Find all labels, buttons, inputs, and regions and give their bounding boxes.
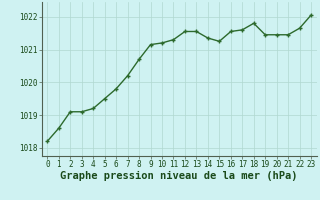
X-axis label: Graphe pression niveau de la mer (hPa): Graphe pression niveau de la mer (hPa): [60, 171, 298, 181]
